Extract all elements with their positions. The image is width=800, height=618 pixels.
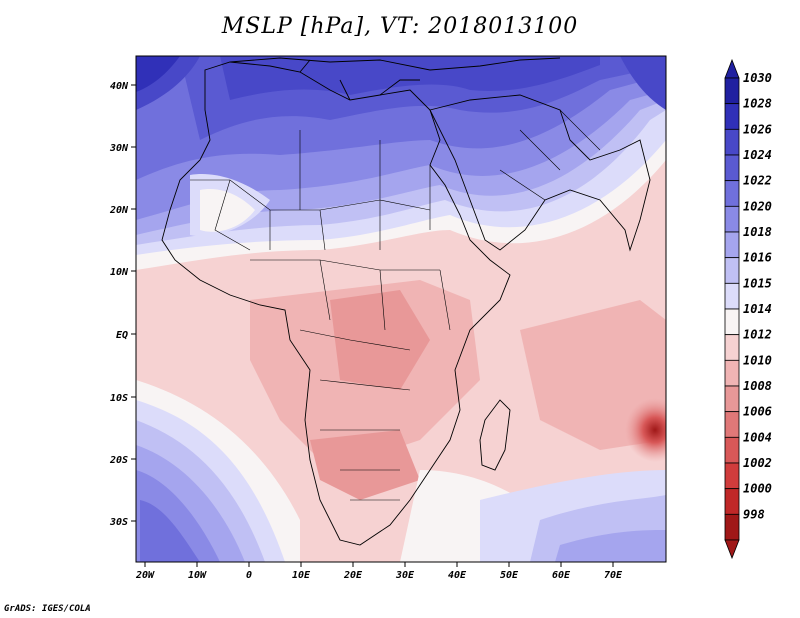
credit-text: GrADS: IGES/COLA [4,604,91,614]
colorbar-level-label: 1030 [743,71,772,85]
colorbar-swatch [724,411,740,438]
lon-label-0: 0 [246,570,252,581]
colorbar-swatch [724,154,740,182]
colorbar: 1030 1028 1026 1024 1022 1020 1018 1016 1015 1014… [724,58,772,560]
colorbar-bottom-arrow [724,539,740,560]
colorbar-level-label: 998 [743,507,765,521]
colorbar-level-label: 1016 [743,251,772,265]
axis-ticks [131,84,614,567]
lat-label-10s: 10S [110,393,128,404]
colorbar-swatch [724,308,740,336]
colorbar-level-label: 1028 [743,97,772,111]
colorbar-swatch [724,334,740,361]
lon-label-10w: 10W [188,570,207,581]
lat-label-20s: 20S [109,455,128,466]
colorbar-level-label: 1026 [743,122,772,136]
colorbar-level-label: 1006 [743,405,772,419]
lat-label-eq: EQ [116,330,128,341]
colorbar-level-label: 1010 [743,353,772,367]
lat-label-20n: 20N [109,205,129,216]
colorbar-swatch [724,282,740,310]
colorbar-swatch [724,462,740,490]
lat-label-40n: 40N [110,81,129,92]
colorbar-swatch [724,257,740,284]
lat-label-30n: 30N [109,143,129,154]
colorbar-swatch [724,231,740,259]
lon-label-20e: 20E [343,570,363,581]
colorbar-level-label: 1008 [743,379,772,393]
lon-label-50e: 50E [500,570,519,581]
colorbar-swatch [724,359,740,387]
lon-label-20w: 20W [135,570,155,581]
colorbar-level-label: 1004 [743,430,772,444]
pressure-field [136,56,666,562]
map-frame [135,55,667,563]
colorbar-swatch [724,103,740,130]
chart-title: MSLP [hPa], VT: 2018013100 [221,14,579,39]
colorbar-swatch [724,436,740,464]
colorbar-level-label: 1020 [743,199,772,213]
colorbar-level-label: 1015 [743,276,772,290]
lon-label-60e: 60E [552,570,571,581]
lon-label-30e: 30E [395,570,415,581]
lat-label-30s: 30S [109,517,128,528]
coastlines [161,57,651,546]
colorbar-swatch [724,488,740,515]
lon-label-70e: 70E [604,570,623,581]
colorbar-level-label: 1002 [743,456,772,470]
colorbar-swatch [724,128,740,156]
colorbar-level-label: 1018 [743,225,772,239]
colorbar-level-label: 1014 [743,302,772,316]
colorbar-swatch [724,77,740,105]
colorbar-top-arrow [724,58,740,79]
colorbar-swatch [724,513,740,541]
lon-label-10e: 10E [292,570,311,581]
colorbar-level-label: 1022 [743,174,772,188]
colorbar-swatch [724,205,740,233]
colorbar-swatch [724,180,740,207]
colorbar-level-label: 1024 [743,148,772,162]
colorbar-level-label: 1000 [743,482,772,496]
colorbar-swatch [724,385,740,413]
colorbar-level-label: 1012 [743,328,772,342]
country-borders [190,109,601,501]
lat-label-10n: 10N [110,267,129,278]
lon-label-40e: 40E [448,570,467,581]
